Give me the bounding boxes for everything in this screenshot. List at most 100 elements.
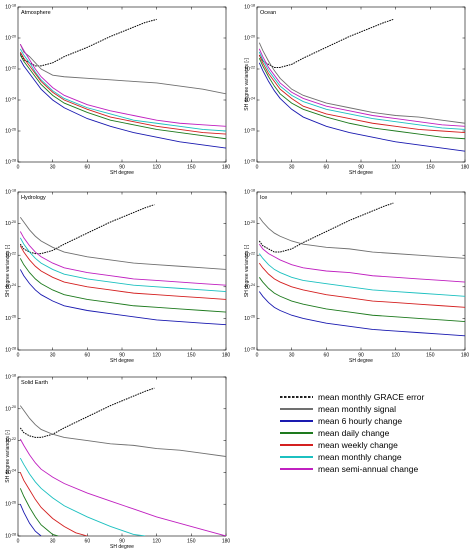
series-line-h6 bbox=[258, 62, 465, 152]
x-tick-label: 120 bbox=[391, 165, 400, 171]
x-tick-label: 30 bbox=[289, 165, 295, 171]
series-line-weekly bbox=[258, 262, 465, 308]
series-line-signal bbox=[19, 405, 226, 457]
y-tick-label: 10-28 bbox=[244, 346, 255, 353]
x-tick-label: 150 bbox=[187, 539, 196, 545]
y-tick-label: 10-18 bbox=[5, 188, 16, 195]
y-tick-label: 10-28 bbox=[244, 158, 255, 165]
x-tick-label: 120 bbox=[152, 353, 161, 359]
x-tick-label: 30 bbox=[289, 353, 295, 359]
panel-title: Atmosphere bbox=[21, 10, 51, 16]
y-tick-label: 10-24 bbox=[5, 469, 16, 476]
legend: mean monthly GRACE error mean monthly sig… bbox=[280, 392, 424, 474]
y-tick-label: 10-28 bbox=[5, 532, 16, 539]
x-tick-label: 30 bbox=[50, 353, 56, 359]
legend-entry-daily: mean daily change bbox=[280, 428, 390, 438]
y-tick-label: 10-20 bbox=[5, 220, 16, 227]
series-line-weekly bbox=[19, 51, 226, 135]
y-tick-label: 10-28 bbox=[5, 346, 16, 353]
x-axis-label: SH degree bbox=[349, 358, 373, 364]
y-tick-label: 10-18 bbox=[5, 373, 16, 380]
series-group bbox=[19, 387, 226, 536]
chart-panel-3: 0 30 60 90 120 150 180 10-28 10-26 10-24 10-22 10-2… bbox=[244, 188, 469, 364]
x-tick-label: 60 bbox=[324, 353, 330, 359]
x-tick-label: 150 bbox=[426, 165, 435, 171]
x-tick-label: 180 bbox=[222, 539, 231, 545]
series-line-daily bbox=[19, 488, 59, 536]
plot-frame bbox=[17, 191, 227, 351]
series-line-monthly bbox=[19, 48, 226, 132]
y-tick-label: 10-18 bbox=[244, 188, 255, 195]
legend-entry-weekly: mean weekly change bbox=[280, 440, 398, 450]
y-tick-label: 10-24 bbox=[5, 96, 16, 103]
y-tick-label: 10-24 bbox=[5, 283, 16, 290]
chart-panels: 0 30 60 90 120 150 180 10-28 10-26 10-24 10-22 10-2… bbox=[5, 3, 469, 549]
y-tick-label: 10-26 bbox=[5, 315, 16, 322]
series-line-signal bbox=[258, 217, 465, 259]
legend-label: mean daily change bbox=[318, 428, 390, 438]
x-tick-label: 120 bbox=[391, 353, 400, 359]
series-line-h6 bbox=[19, 59, 226, 149]
x-tick-label: 120 bbox=[152, 165, 161, 171]
y-axis-label: SH degree variances [-] bbox=[244, 58, 250, 111]
legend-entry-grace: mean monthly GRACE error bbox=[280, 392, 424, 402]
x-tick-label: 90 bbox=[119, 539, 125, 545]
series-group bbox=[258, 202, 465, 337]
y-tick-label: 10-22 bbox=[5, 65, 16, 72]
x-axis-label: SH degree bbox=[349, 170, 373, 176]
x-tick-label: 0 bbox=[17, 353, 20, 359]
series-line-h6 bbox=[258, 291, 465, 337]
y-tick-label: 10-18 bbox=[244, 3, 255, 10]
series-line-semi bbox=[258, 243, 465, 283]
series-line-semi bbox=[258, 48, 465, 127]
legend-label: mean monthly change bbox=[318, 452, 402, 462]
series-line-weekly bbox=[19, 472, 88, 536]
chart-panel-2: 0 30 60 90 120 150 180 10-28 10-26 10-24 10-22 10-2… bbox=[5, 188, 230, 364]
x-tick-label: 60 bbox=[324, 165, 330, 171]
x-tick-label: 30 bbox=[50, 539, 56, 545]
x-tick-label: 0 bbox=[256, 353, 259, 359]
y-tick-label: 10-20 bbox=[5, 34, 16, 41]
x-tick-label: 90 bbox=[358, 353, 364, 359]
series-group bbox=[19, 18, 226, 149]
series-line-monthly bbox=[258, 51, 465, 130]
x-axis-label: SH degree bbox=[110, 170, 134, 176]
series-line-semi bbox=[19, 43, 226, 127]
chart-panel-1: 0 30 60 90 120 150 180 10-28 10-26 10-24 10-22 10-2… bbox=[244, 3, 469, 176]
y-tick-label: 10-26 bbox=[5, 127, 16, 134]
y-tick-label: 10-22 bbox=[244, 65, 255, 72]
series-line-semi bbox=[19, 438, 226, 536]
y-tick-label: 10-26 bbox=[244, 127, 255, 134]
series-line-grace bbox=[258, 18, 394, 68]
series-line-signal bbox=[19, 217, 226, 270]
y-tick-label: 10-24 bbox=[244, 283, 255, 290]
panel-title: Ocean bbox=[260, 10, 276, 16]
x-tick-label: 0 bbox=[17, 165, 20, 171]
series-line-daily bbox=[258, 277, 465, 323]
series-line-weekly bbox=[258, 54, 465, 133]
legend-label: mean semi-annual change bbox=[318, 464, 418, 474]
series-line-weekly bbox=[19, 245, 226, 300]
x-tick-label: 180 bbox=[222, 165, 231, 171]
x-tick-label: 60 bbox=[85, 539, 91, 545]
series-line-daily bbox=[258, 57, 465, 140]
chart-panel-0: 0 30 60 90 120 150 180 10-28 10-26 10-24 10-22 10-2… bbox=[5, 3, 230, 176]
x-tick-label: 0 bbox=[256, 165, 259, 171]
series-line-grace bbox=[19, 204, 155, 255]
legend-entry-h6: mean 6 hourly change bbox=[280, 416, 402, 426]
series-line-signal bbox=[19, 44, 226, 95]
panel-title: Hydrology bbox=[21, 195, 46, 201]
y-tick-label: 10-20 bbox=[244, 34, 255, 41]
series-line-semi bbox=[19, 231, 226, 286]
y-tick-label: 10-22 bbox=[5, 252, 16, 259]
y-tick-label: 10-24 bbox=[244, 96, 255, 103]
series-group bbox=[258, 18, 465, 152]
x-tick-label: 150 bbox=[187, 165, 196, 171]
x-tick-label: 180 bbox=[222, 353, 231, 359]
chart-panel-4: 0 30 60 90 120 150 180 10-28 10-26 10-24 10-22 10-2… bbox=[5, 373, 230, 549]
legend-label: mean monthly GRACE error bbox=[318, 392, 424, 402]
legend-entry-semi: mean semi-annual change bbox=[280, 464, 418, 474]
x-tick-label: 150 bbox=[426, 353, 435, 359]
y-tick-label: 10-20 bbox=[5, 405, 16, 412]
